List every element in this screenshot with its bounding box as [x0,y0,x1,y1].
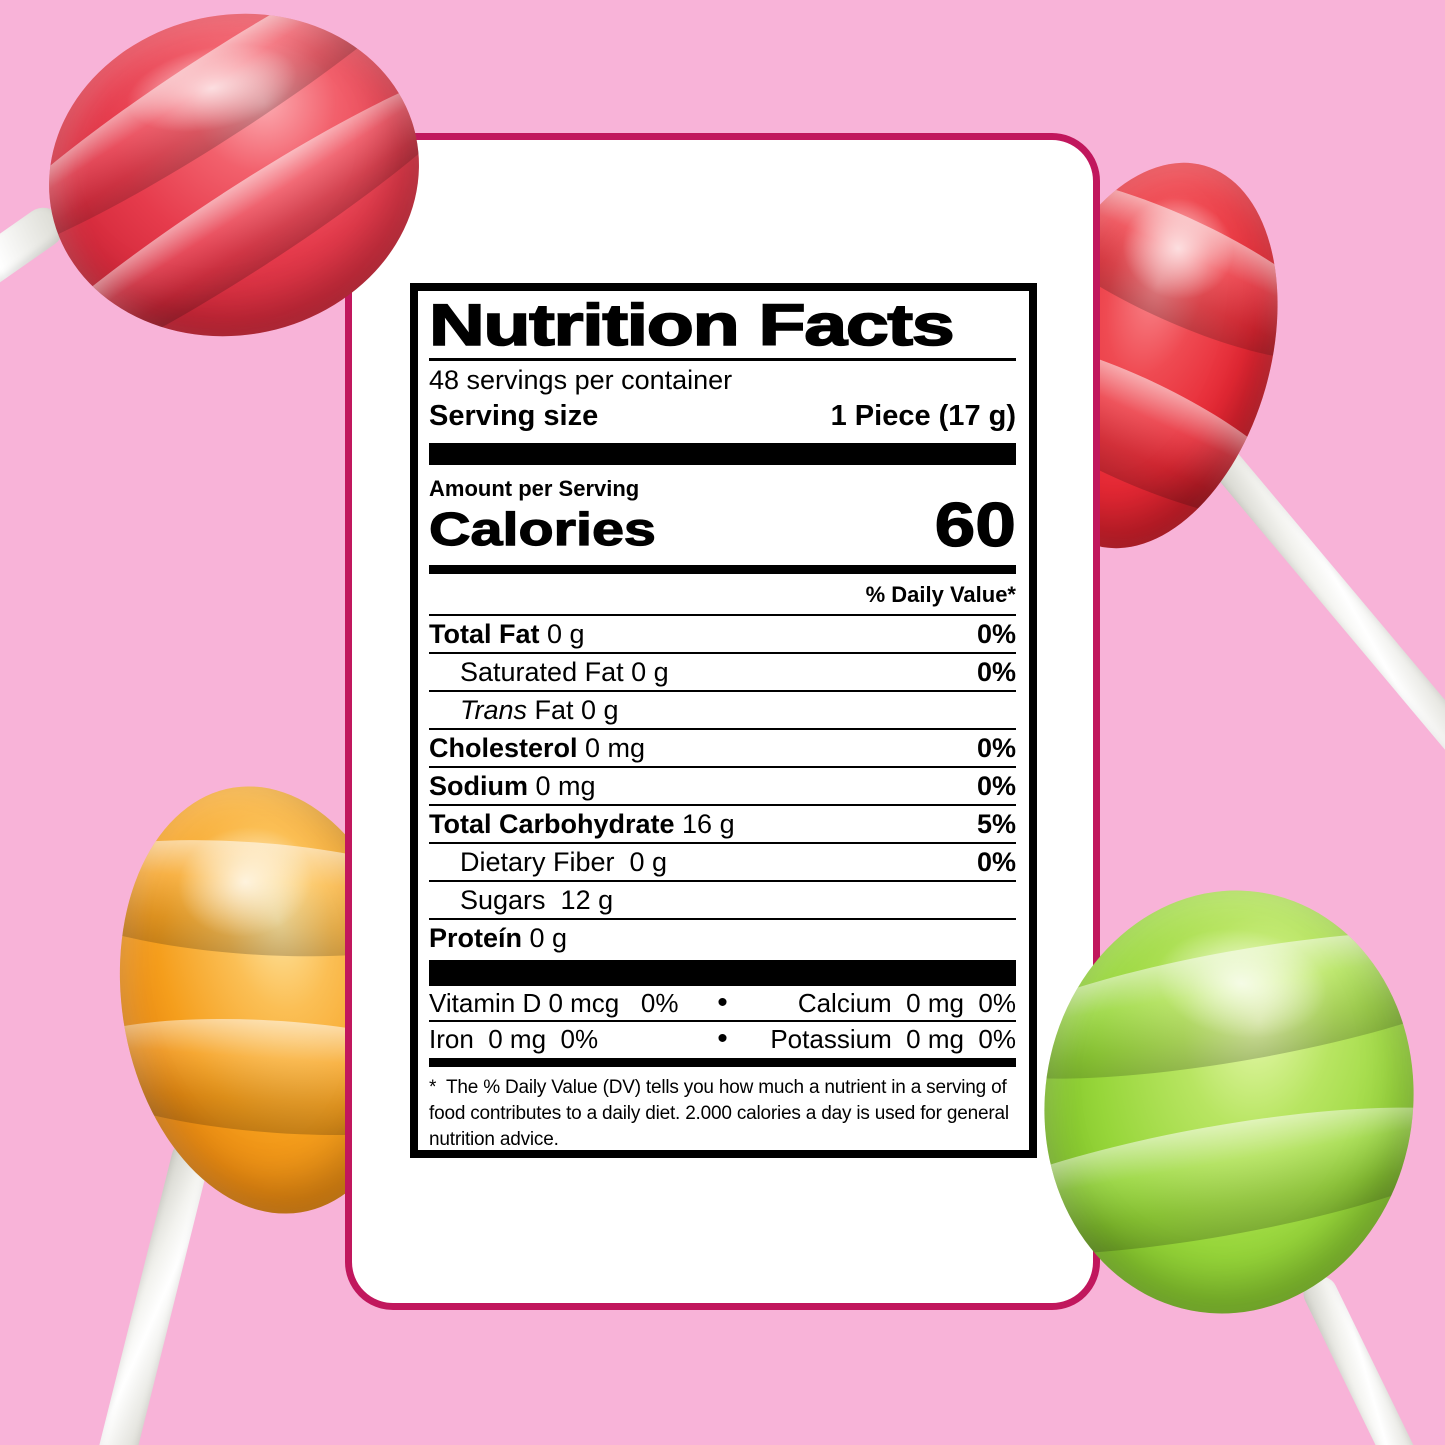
daily-value-header: % Daily Value* [429,580,1016,616]
bullet-separator: • [717,986,728,1019]
amount-per-serving-label: Amount per Serving [429,476,640,501]
potassium-value: Potassium 0 mg 0% [770,1023,1016,1054]
nutrient-row-trans-fat: Trans Fat 0 g [429,692,1016,730]
lollipop-stick [94,1135,214,1445]
micronutrient-row-2: Iron 0 mg 0% • Potassium 0 mg 0% [429,1022,1016,1056]
nutrient-row-total-carbohydrate: Total Carbohydrate 16 g 5% [429,806,1016,844]
servings-per-container: 48 servings per container [429,365,733,395]
serving-size-label: Serving size [429,400,599,432]
lollipop-stick [1203,441,1445,769]
daily-value-footnote: * The % Daily Value (DV) tells you how m… [429,1077,1014,1150]
micronutrient-row-1: Vitamin D 0 mcg 0% • Calcium 0 mg 0% [429,986,1016,1022]
candy-gloss [87,10,336,166]
calories-row: Calories 60 [428,494,1016,557]
nutrient-row-total-fat: Total Fat 0 g 0% [429,616,1016,654]
title-divider [429,358,1016,361]
candy-gloss [145,795,346,968]
nutrient-row-sodium: Sodium 0 mg 0% [429,768,1016,806]
thin-divider-bar [429,565,1016,574]
nutrient-row-sugars: Sugars 12 g [429,882,1016,920]
serving-size-row: Serving size 1 Piece (17 g) [429,399,1016,434]
nutrient-row-cholesterol: Cholesterol 0 mg 0% [429,730,1016,768]
vitamin-d-value: Vitamin D 0 mcg 0% [429,987,679,1018]
nutrition-label: Nutrition Facts 48 servings per containe… [410,283,1037,1158]
lollipop-stick [1297,1270,1434,1445]
nutrient-row-dietary-fiber: Dietary Fiber 0 g 0% [429,844,1016,882]
calcium-value: Calcium 0 mg 0% [797,987,1016,1018]
iron-value: Iron 0 mg 0% [429,1023,599,1054]
label-title: Nutrition Facts [428,293,956,358]
serving-size-value: 1 Piece (17 g) [830,400,1016,432]
calories-value: 60 [934,491,1017,560]
thick-divider-bar [429,443,1016,465]
lollipop-stick [0,199,72,331]
bullet-separator: • [717,1022,728,1055]
candy-gloss [1118,896,1365,1072]
candy-gloss [1088,163,1269,334]
calories-label: Calories [428,503,656,555]
thick-divider-bar [429,960,1016,986]
nutrient-row-protein: Proteín 0 g [429,922,568,953]
nutrient-row-saturated-fat: Saturated Fat 0 g 0% [429,654,1016,692]
thin-divider-bar [429,1058,1016,1067]
